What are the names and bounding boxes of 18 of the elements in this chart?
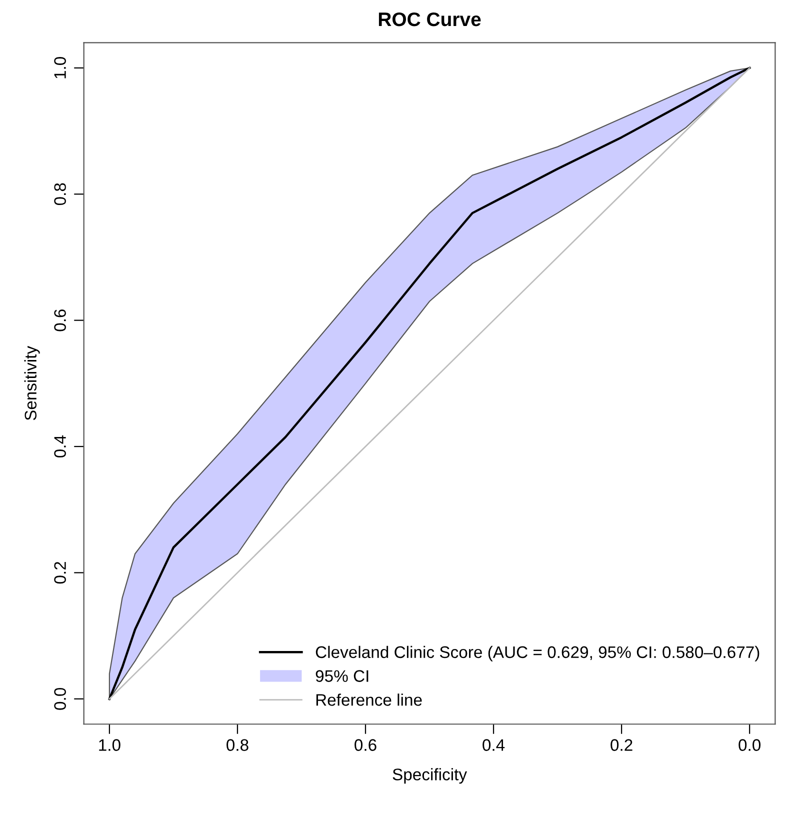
x-tick-label: 0.2 <box>610 739 632 751</box>
y-tick-label: 0.4 <box>54 435 66 458</box>
x-tick-label: 0.4 <box>482 739 505 751</box>
chart-title: ROC Curve <box>378 12 481 26</box>
y-tick-label: 0.6 <box>54 309 66 332</box>
y-tick-label: 0.2 <box>54 562 66 584</box>
x-tick-label: 0.8 <box>226 739 248 751</box>
x-tick-label: 1.0 <box>99 739 120 751</box>
x-tick-label: 0.6 <box>354 739 376 751</box>
y-tick-label: 0.0 <box>54 688 66 710</box>
legend-label: Cleveland Clinic Score (AUC = 0.629, 95% CI: 0.580–0.677) <box>316 646 760 662</box>
legend-label: Reference line <box>316 694 422 706</box>
x-tick-label: 0.0 <box>738 739 761 751</box>
annotation: 95% CI <box>316 670 368 682</box>
y-axis-title: Sensitivity <box>24 346 40 420</box>
x-axis-title: Specificity <box>392 768 467 784</box>
y-tick-label: 1.0 <box>54 56 66 78</box>
y-tick-label: 0.8 <box>54 183 66 206</box>
